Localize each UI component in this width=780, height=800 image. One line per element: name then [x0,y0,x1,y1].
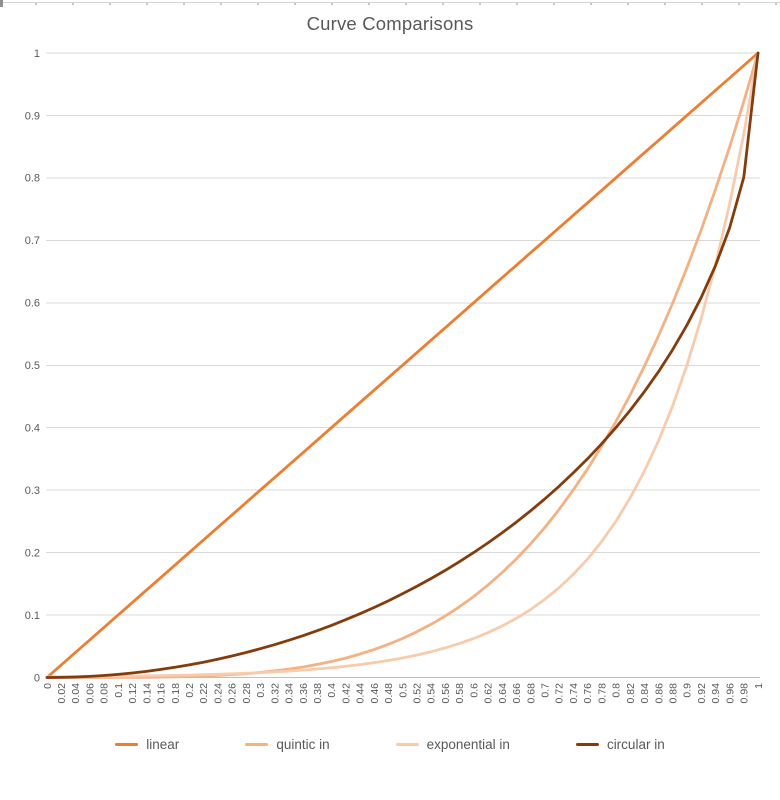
corner-mark [0,0,3,7]
x-tick-label: 0.2 [184,683,196,698]
legend-item-linear: linear [115,737,179,752]
x-tick-label: 0.66 [511,683,523,704]
x-tick-label: 0.8 [611,683,623,698]
x-tick-label: 0.58 [454,683,466,704]
x-tick-label: 0.92 [696,683,708,704]
series-line-circular-in [45,51,760,679]
x-tick-label: 0.08 [99,683,111,704]
x-tick-label: 0.22 [198,683,210,704]
x-tick-label: 0.16 [156,683,168,704]
x-tick-label: 0.12 [127,683,139,704]
series-line-exponential-in [45,51,760,679]
x-tick-label: 0.88 [667,683,679,704]
y-tick-label: 0.7 [25,235,40,247]
x-tick-label: 0.98 [739,683,751,704]
legend-item-exponential-in: exponential in [395,737,510,752]
y-tick-label: 0.8 [25,173,40,185]
x-tick-label: 0.48 [383,683,395,704]
legend-label: linear [146,737,180,752]
legend-swatch [115,742,139,747]
x-tick-label: 0.96 [724,683,736,704]
x-tick-label: 0.42 [340,683,352,704]
chart-legend: linear quintic in exponential in circular i… [0,737,780,752]
x-tick-label: 0.3 [255,683,267,698]
x-tick-label: 0.5 [397,683,409,698]
x-tick-label: 0.78 [596,683,608,704]
x-tick-label: 0.76 [582,683,594,704]
x-tick-label: 0.54 [426,683,438,704]
legend-label: quintic in [276,737,330,752]
x-tick-label: 0.02 [56,683,68,704]
x-tick-label: 0.74 [568,683,580,704]
x-tick-label: 0.18 [170,683,182,704]
x-tick-label: 0.46 [369,683,381,704]
legend-swatch [395,742,419,747]
x-tick-label: 0.14 [141,683,153,704]
x-tick-label: 0.06 [84,683,96,704]
x-tick-label: 0.94 [710,683,722,704]
x-tick-label: 0.64 [497,683,509,704]
plot-area: 00.10.20.30.40.50.60.70.80.910 0.02 0.04 0.… [25,48,765,704]
x-tick-label: 1 [753,683,765,689]
x-tick-label: 0.38 [312,683,324,704]
legend-label: circular in [606,737,665,752]
top-border-ticks [0,2,780,6]
series-line-quintic-in [45,51,760,679]
y-tick-label: 1 [34,48,40,60]
legend-swatch [575,742,599,747]
x-tick-label: 0.82 [625,683,637,704]
x-tick-label: 0.1 [113,683,125,698]
x-tick-label: 0.6 [468,683,480,698]
x-tick-label: 0.7 [540,683,552,698]
legend-item-circular-in: circular in [575,737,665,752]
x-tick-label: 0.44 [355,683,367,704]
y-tick-label: 0.6 [25,298,40,310]
legend-swatch [245,742,269,747]
series-line-linear [45,51,760,679]
y-tick-label: 0.3 [25,485,40,497]
x-tick-label: 0.36 [298,683,310,704]
x-tick-label: 0.52 [412,683,424,704]
y-tick-label: 0.4 [25,423,40,435]
legend-item-quintic-in: quintic in [245,737,330,752]
x-tick-label: 0.56 [440,683,452,704]
x-tick-label: 0.28 [241,683,253,704]
x-tick-label: 0.24 [212,683,224,704]
x-tick-label: 0.72 [554,683,566,704]
x-tick-label: 0.26 [227,683,239,704]
y-tick-label: 0.2 [25,547,40,559]
x-tick-label: 0.84 [639,683,651,704]
x-tick-label: 0.68 [525,683,537,704]
legend-label: exponential in [426,737,510,752]
x-tick-label: 0 [42,683,54,689]
chart-title: Curve Comparisons [306,13,474,34]
x-tick-label: 0.9 [682,683,694,698]
y-tick-label: 0.9 [25,110,40,122]
x-tick-label: 0.04 [70,683,82,704]
x-tick-label: 0.32 [269,683,281,704]
y-tick-label: 0.5 [25,360,40,372]
x-tick-label: 0.34 [284,683,296,704]
x-tick-label: 0.62 [483,683,495,704]
x-tick-label: 0.86 [653,683,665,704]
y-tick-label: 0 [34,672,40,684]
x-tick-label: 0.4 [326,683,338,698]
y-tick-label: 0.1 [25,610,40,622]
